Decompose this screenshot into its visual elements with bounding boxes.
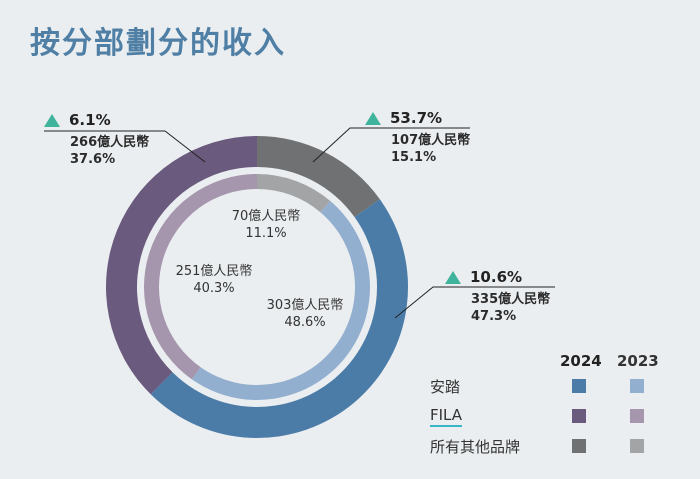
swatch-anta-2024 — [572, 379, 586, 393]
value-fila-2024: 266億人民幣 — [70, 135, 150, 150]
up-triangle-icon — [445, 270, 461, 284]
outer-ring-2024 — [106, 136, 408, 438]
leader-line-anta — [394, 286, 555, 319]
slice-2023-安踏 — [191, 200, 371, 401]
page-title: 按分部劃分的收入 — [30, 26, 286, 61]
value-others-2024: 107億人民幣 — [391, 133, 471, 148]
slice-2024-安踏 — [150, 199, 408, 438]
inner-ring-2023 — [143, 174, 371, 401]
growth-fila: 6.1% — [44, 110, 149, 130]
legend-item-anta: 安踏 — [430, 378, 461, 396]
legend-year-2023: 2023 — [617, 352, 659, 370]
slice-2024-所有其他品牌 — [257, 136, 380, 218]
leader-line-fila — [44, 130, 206, 163]
swatch-fila-2024 — [572, 409, 586, 423]
up-triangle-icon — [365, 111, 381, 125]
swatch-anta-2023 — [630, 379, 644, 393]
slice-2023-FILA — [143, 174, 257, 380]
growth-others: 53.7% — [365, 108, 470, 128]
label-fila-2023: 251億人民幣 40.3% — [175, 264, 253, 296]
slice-2024-FILA — [106, 136, 257, 395]
label-anta-2023: 303億人民幣 48.6% — [266, 298, 344, 330]
swatch-fila-2023 — [630, 409, 644, 423]
legend-year-2024: 2024 — [560, 352, 602, 370]
legend-item-fila: FILA — [430, 406, 463, 427]
share-anta-2024: 47.3% — [471, 309, 517, 324]
label-others-2024: 53.7% 107億人民幣 15.1% — [365, 108, 470, 166]
label-anta-2024: 10.6% 335億人民幣 47.3% — [445, 267, 550, 325]
legend-item-others: 所有其他品牌 — [430, 438, 521, 456]
share-others-2024: 15.1% — [391, 150, 437, 165]
label-others-2023: 70億人民幣 11.1% — [231, 209, 301, 241]
leader-line-others — [312, 127, 470, 163]
up-triangle-icon — [44, 113, 60, 127]
growth-anta: 10.6% — [445, 267, 550, 287]
slice-2023-所有其他品牌 — [257, 174, 331, 213]
swatch-others-2023 — [630, 439, 644, 453]
share-fila-2024: 37.6% — [70, 152, 116, 167]
label-fila-2024: 6.1% 266億人民幣 37.6% — [44, 110, 149, 168]
value-anta-2024: 335億人民幣 — [471, 292, 551, 307]
swatch-others-2024 — [572, 439, 586, 453]
